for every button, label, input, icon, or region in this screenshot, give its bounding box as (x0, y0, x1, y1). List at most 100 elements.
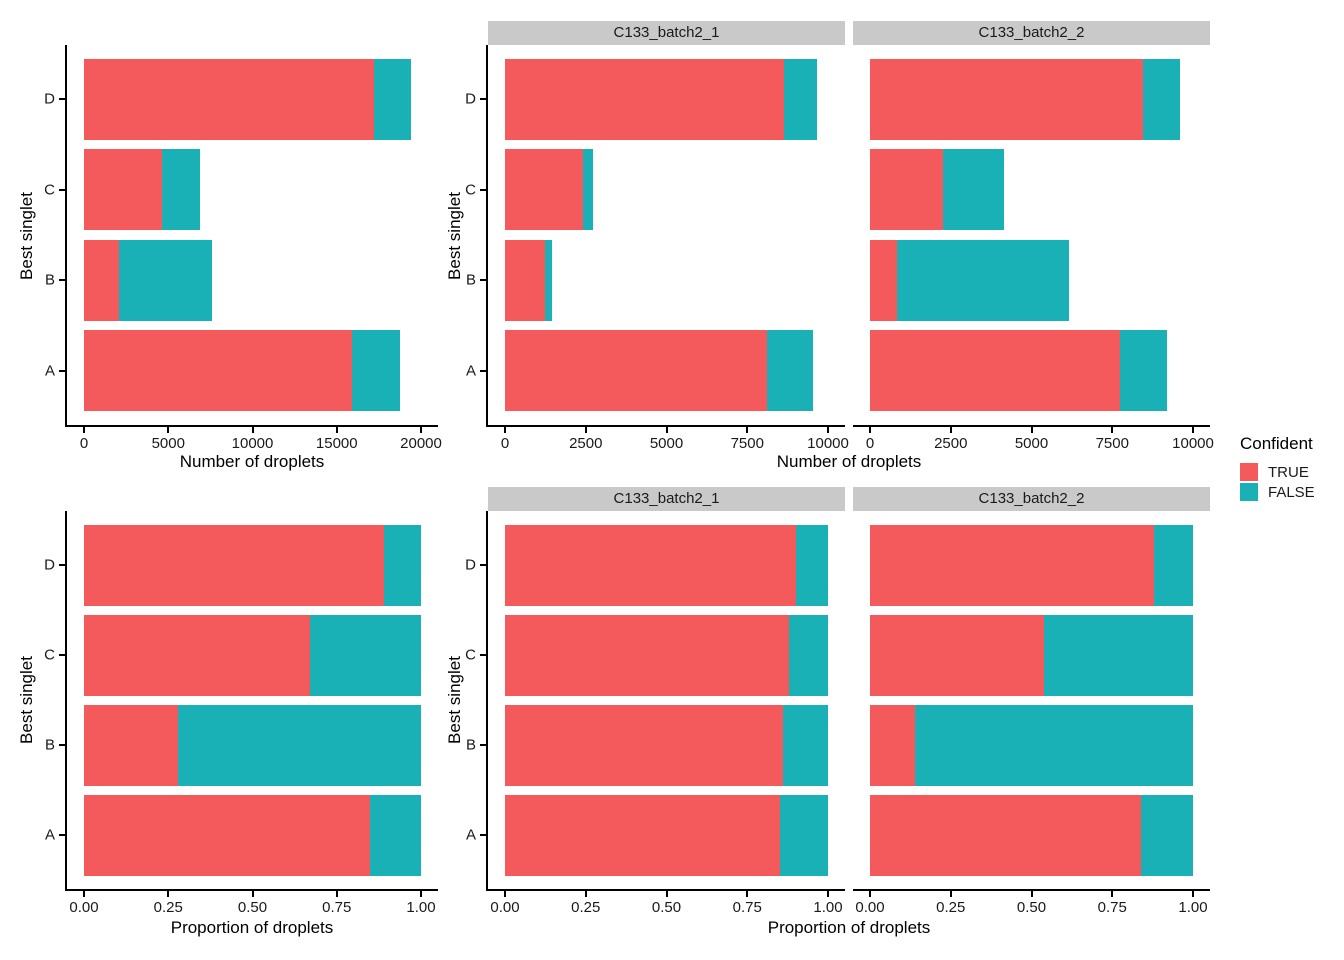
x-tick-label: 0.50 (237, 899, 268, 916)
y-axis-title-proportions-faceted: Best singlet (445, 656, 464, 744)
bar-segment-true-D (870, 58, 1143, 140)
bar-segment-true-A (84, 330, 352, 412)
x-tick-label: 0.00 (490, 899, 520, 916)
bar-segment-false-A (766, 330, 813, 412)
plot-area: 0.00 0.25 0.50 0.75 1.00 (855, 511, 1208, 916)
y-tick-mark (59, 564, 65, 566)
x-tick-mark (746, 427, 749, 433)
y-tick-label: D (465, 556, 476, 574)
x-tick-mark (335, 891, 338, 897)
y-tick-mark (480, 654, 486, 656)
x-tick-label: 0.25 (153, 899, 183, 916)
x-tick-mark (827, 427, 829, 433)
bar-segment-true-C (870, 614, 1045, 696)
bar-segment-false-A (1120, 330, 1168, 412)
x-tick-label: 5000 (151, 435, 185, 452)
bar-segment-true-B (84, 704, 179, 786)
y-tick-mark (59, 654, 65, 656)
y-tick-mark (59, 369, 65, 372)
x-tick-mark (167, 891, 170, 897)
bar-segment-false-C (309, 614, 421, 696)
x-tick-mark (504, 891, 506, 897)
bar-segment-true-D (505, 524, 796, 606)
bar-segment-false-C (789, 614, 828, 696)
y-tick-mark (59, 188, 65, 191)
x-tick-label: 0 (79, 435, 89, 452)
bar-segment-true-C (84, 614, 310, 696)
chart-panel-proportions-batch1: 0.00 0.25 0.50 0.75 1.00 D C B A (465, 511, 845, 916)
bar-segment-false-A (779, 794, 828, 876)
x-tick-mark (869, 427, 871, 433)
y-tick-mark (480, 98, 486, 101)
x-tick-label: 10000 (231, 435, 274, 452)
chart-panel-counts-combined: 0 5000 10000 15000 20000 D C B A (44, 45, 442, 452)
facet-strip-proportions-batch2: C133_batch2_2 (853, 487, 1210, 511)
x-tick-mark (1030, 427, 1033, 433)
bar-segment-true-A (505, 794, 780, 876)
bar-segment-false-C (1044, 614, 1193, 696)
legend-title: Confident (1240, 434, 1313, 453)
x-tick-label: 5000 (1014, 435, 1049, 452)
x-tick-mark (827, 891, 829, 897)
chart-panel-counts-batch1: 0 2500 5000 7500 10000 D C B A (465, 45, 849, 452)
bar-segment-false-D (383, 524, 421, 606)
bar-segment-false-C (942, 149, 1005, 231)
bar-segment-true-C (84, 149, 163, 231)
y-tick-label: B (44, 736, 55, 754)
x-tick-label: 0.25 (571, 899, 601, 916)
x-tick-mark (746, 891, 749, 897)
y-tick-label: D (44, 90, 55, 108)
y-tick-mark (480, 279, 486, 282)
y-axis-title-proportions-combined: Best singlet (17, 656, 36, 744)
x-tick-label: 0.75 (1097, 899, 1127, 916)
bar-segment-true-D (505, 58, 785, 140)
bar-segment-true-B (84, 239, 120, 321)
chart-panel-counts-batch2: 0 2500 5000 7500 10000 (853, 45, 1214, 452)
x-tick-mark (251, 427, 254, 433)
x-tick-mark (1111, 427, 1114, 433)
plot-area: 0.00 0.25 0.50 0.75 1.00 (490, 511, 843, 916)
plot-area: 0 5000 10000 15000 20000 (80, 45, 442, 452)
bar-segment-true-B (870, 239, 898, 321)
y-axis-title-counts-faceted: Best singlet (445, 192, 464, 280)
y-tick-mark (59, 98, 65, 101)
y-tick-mark (59, 744, 65, 746)
facet-strip-proportions-batch1: C133_batch2_1 (488, 487, 845, 511)
plot-area: 0 2500 5000 7500 10000 (501, 45, 849, 452)
x-tick-mark (584, 891, 587, 897)
x-axis-title-proportions-faceted: Proportion of droplets (767, 918, 931, 937)
x-tick-label: 2500 (934, 435, 968, 452)
legend-label-true: TRUE (1268, 463, 1309, 481)
x-tick-label: 0.00 (69, 899, 99, 916)
bar-segment-true-A (84, 794, 371, 876)
facet-strip-counts-batch2: C133_batch2_2 (853, 21, 1210, 45)
x-tick-mark (251, 891, 254, 897)
legend-item-true: TRUE (1240, 463, 1315, 481)
bar-segment-true-D (84, 58, 374, 140)
x-axis-title-counts-faceted: Number of droplets (776, 452, 922, 471)
x-tick-mark (335, 427, 338, 433)
x-tick-label: 0 (500, 435, 510, 452)
y-tick-label: B (465, 271, 476, 289)
x-tick-label: 5000 (649, 435, 684, 452)
x-tick-label: 0.50 (1016, 899, 1047, 916)
bar-segment-false-C (162, 149, 201, 231)
bar-segment-true-A (505, 330, 767, 412)
x-tick-label: 0.75 (322, 899, 352, 916)
x-tick-mark (504, 427, 506, 433)
x-tick-mark (167, 427, 170, 433)
bar-segment-false-A (370, 794, 421, 876)
x-tick-mark (665, 891, 668, 897)
bar-segment-false-D (784, 58, 817, 140)
y-tick-mark (59, 834, 65, 836)
y-tick-label: A (44, 362, 55, 380)
y-axis-title-counts-combined: Best singlet (17, 192, 36, 280)
x-tick-mark (949, 891, 952, 897)
y-tick-mark (480, 369, 486, 372)
bar-segment-false-B (178, 704, 421, 786)
legend-swatch-true-icon (1240, 463, 1258, 481)
x-tick-mark (665, 427, 668, 433)
x-tick-mark (1192, 427, 1194, 433)
bar-segment-true-C (505, 614, 790, 696)
